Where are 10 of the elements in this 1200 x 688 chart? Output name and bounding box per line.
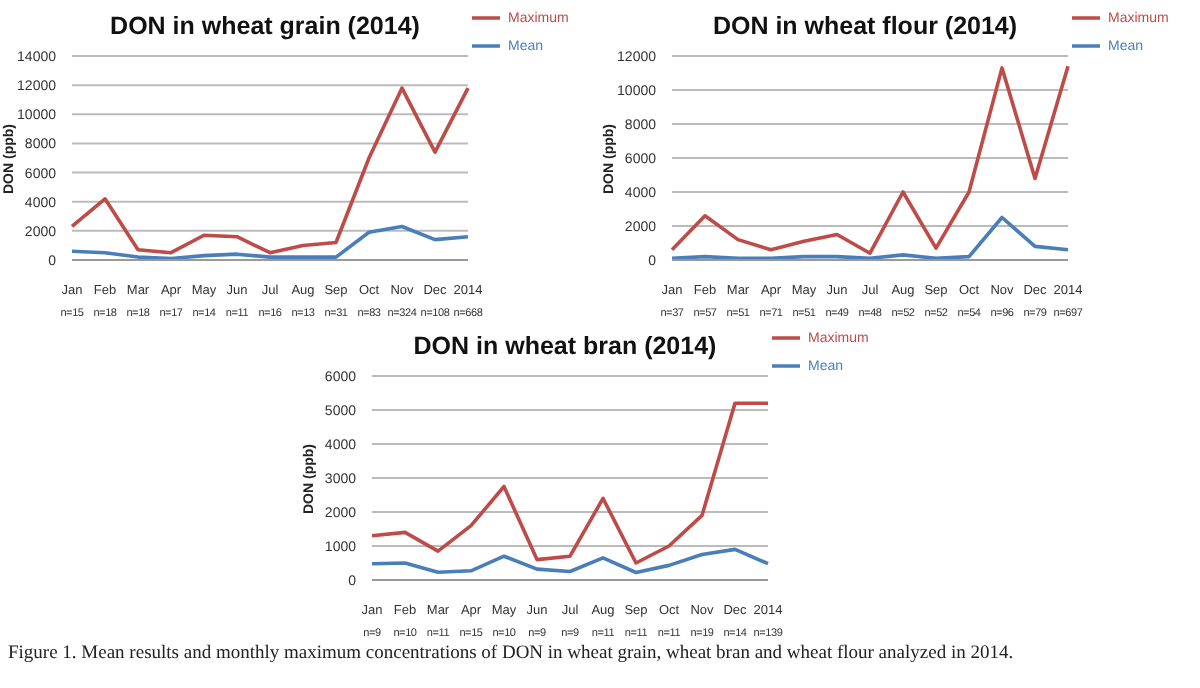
line-series (670, 215, 1070, 260)
line-series (70, 86, 470, 255)
line-series (670, 64, 1070, 255)
line-series (370, 547, 770, 575)
line-series (370, 401, 770, 565)
chart-title: DON in wheat flour (2014) (710, 12, 1020, 40)
chart-title: DON in wheat grain (2014) (108, 12, 422, 40)
line-series (70, 224, 470, 260)
caption: Figure 1. Mean results and monthly maximum concentrations of DON in wheat grain, wheat bran and wheat flour analyzed in 2014. (8, 644, 1016, 664)
chart-title: DON in wheat bran (2014) (411, 332, 719, 360)
